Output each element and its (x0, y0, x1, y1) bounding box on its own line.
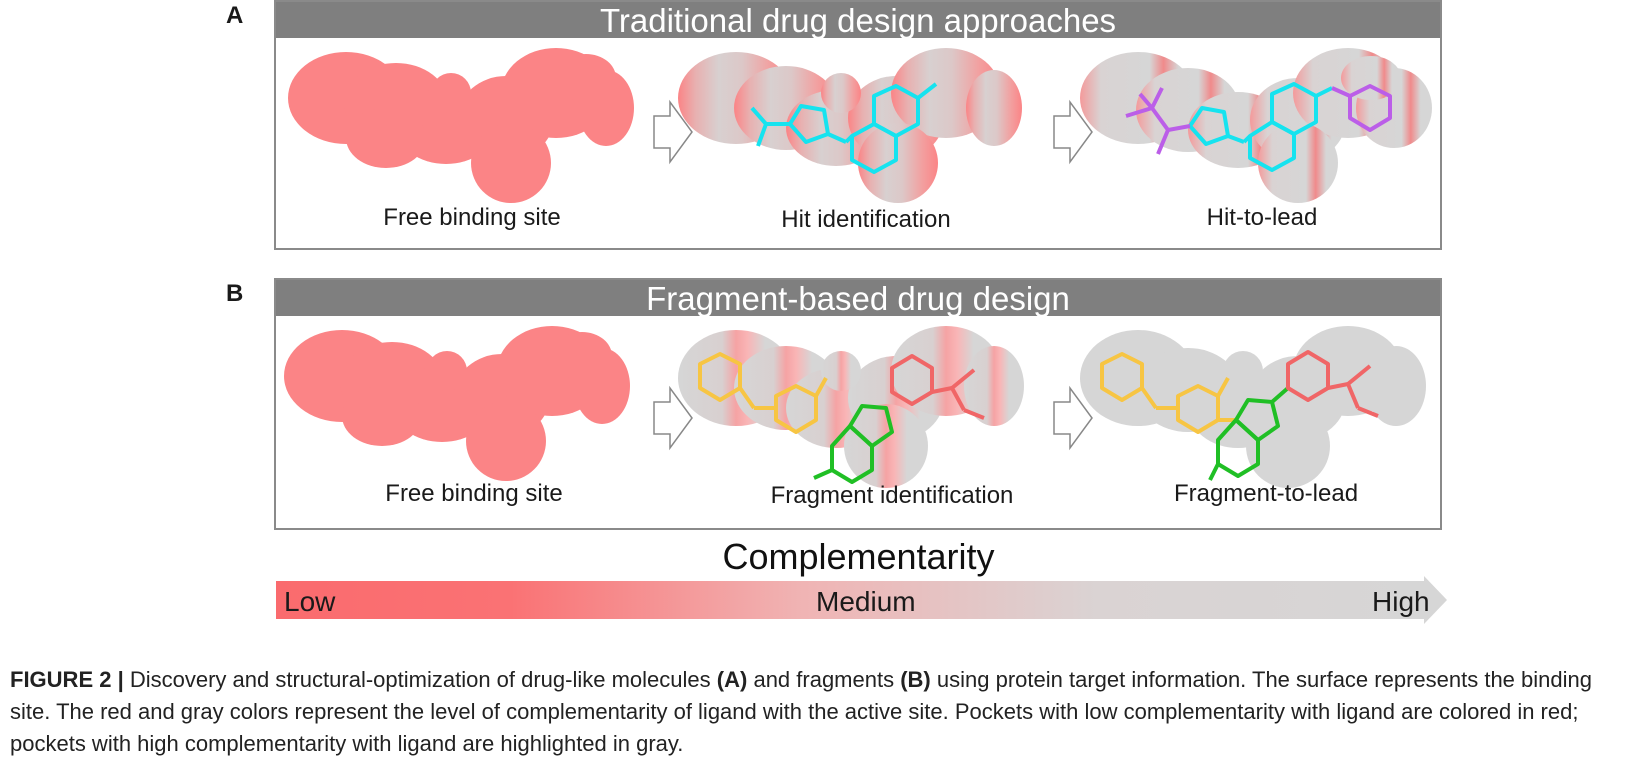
hit-ligand (750, 82, 938, 174)
stage-label: Fragment-to-lead (1173, 480, 1359, 507)
hit-identification-pocket (678, 48, 1022, 203)
caption-ref-a: (A) (716, 667, 748, 692)
figure-caption: FIGURE 2 | Discovery and structural-opti… (10, 664, 1630, 760)
fragment-to-lead-pocket (1080, 326, 1426, 488)
caption-text-1: Discovery and structural-optimization of… (129, 667, 711, 692)
arrow-icon (1053, 385, 1093, 451)
panel-a-title: Traditional drug design approaches (276, 2, 1440, 39)
panel-b-illustration (284, 326, 1426, 488)
complementarity-title: Complementarity (722, 536, 995, 577)
caption-text-3: using protein target information. The su… (10, 667, 1592, 756)
free-binding-site-pocket-a (288, 48, 634, 203)
caption-ref-b: (B) (900, 667, 931, 692)
panel-b-title: Fragment-based drug design (276, 280, 1440, 317)
lead-ligand (1125, 82, 1392, 172)
scale-medium-label: Medium (816, 586, 916, 617)
panel-a-letter: A (226, 2, 244, 29)
stage-label: Hit identification (781, 206, 951, 233)
free-binding-site-pocket-b (284, 326, 630, 481)
caption-label: FIGURE 2 | (10, 667, 124, 692)
fragment-identification-pocket (678, 326, 1024, 488)
stage-label: Free binding site (385, 480, 563, 507)
stage-label: Free binding site (383, 204, 561, 231)
panel-a: Traditional drug design approaches (274, 0, 1442, 250)
scale-low-label: Low (284, 586, 336, 617)
arrow-icon (1053, 99, 1093, 165)
arrow-icon (653, 99, 693, 165)
panel-b: Fragment-based drug design (274, 278, 1442, 530)
panel-b-letter: B (226, 280, 244, 307)
panel-a-illustration (288, 48, 1432, 203)
caption-text-2: and fragments (753, 667, 895, 692)
stage-label: Hit-to-lead (1206, 204, 1318, 231)
scale-high-label: High (1372, 586, 1430, 617)
fragment-lead-ligand (1100, 350, 1379, 481)
stage-label: Fragment identification (770, 482, 1014, 509)
fragment-ligands (698, 352, 985, 484)
arrow-icon (653, 385, 693, 451)
complementarity-scale (276, 576, 1447, 624)
